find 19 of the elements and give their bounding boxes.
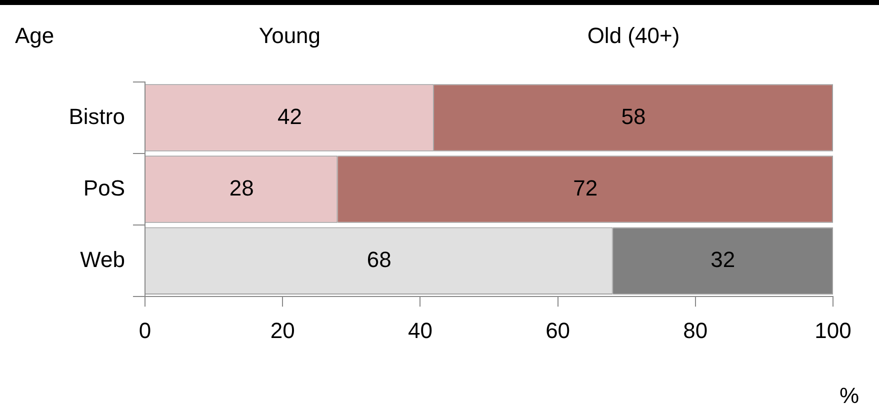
x-tick-label: 20 xyxy=(270,318,295,343)
y-tick-label: Web xyxy=(80,246,125,272)
x-tick-label: 80 xyxy=(683,318,708,343)
data-label: 68 xyxy=(366,246,392,272)
data-label: 72 xyxy=(573,175,598,200)
x-tick-label: 100 xyxy=(814,318,852,343)
x-tick-label: 0 xyxy=(138,318,152,343)
data-label: 42 xyxy=(277,104,302,129)
x-tick-label: 40 xyxy=(408,318,432,343)
legend-title: Age xyxy=(15,23,54,48)
data-label: 58 xyxy=(621,104,646,129)
y-tick-label: PoS xyxy=(83,175,125,200)
series-label: Old (40+) xyxy=(587,23,680,48)
x-tick-label: 60 xyxy=(546,318,570,343)
x-axis-title: % xyxy=(839,383,859,408)
data-label: 28 xyxy=(229,175,254,200)
data-label: 32 xyxy=(710,246,736,272)
series-label: Young xyxy=(258,23,321,48)
y-tick-label: Bistro xyxy=(68,104,125,129)
